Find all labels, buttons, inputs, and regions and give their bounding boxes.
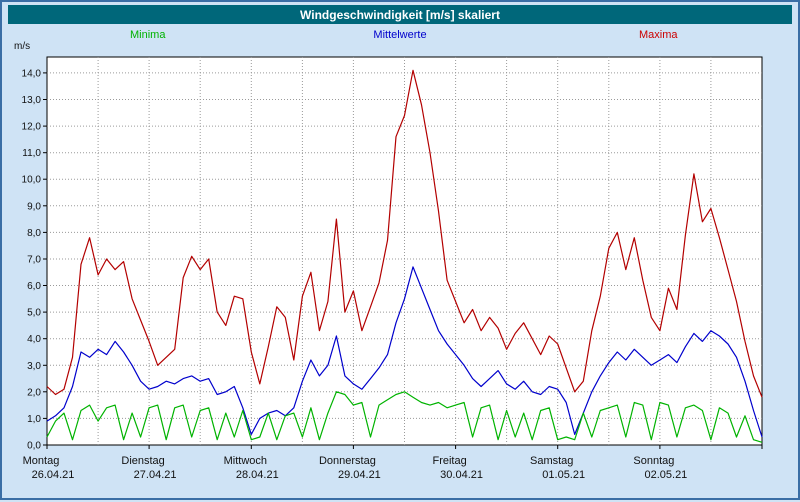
x-day-name-label: Donnerstag xyxy=(319,455,376,467)
legend-minima-label: Minima xyxy=(130,29,166,41)
y-tick-label: 8,0 xyxy=(27,228,41,239)
y-tick-label: 10,0 xyxy=(22,175,42,186)
y-tick-label: 7,0 xyxy=(27,255,41,266)
x-day-name-label: Dienstag xyxy=(121,455,164,467)
x-day-date-label: 27.04.21 xyxy=(134,469,177,481)
y-tick-label: 2,0 xyxy=(27,387,41,398)
x-day-date-label: 29.04.21 xyxy=(338,469,381,481)
x-day-name-label: Mittwoch xyxy=(224,455,267,467)
x-day-name-label: Sonntag xyxy=(633,455,674,467)
window-title-bar: Windgeschwindigkeit [m/s] skaliert xyxy=(8,5,792,24)
y-tick-label: 11,0 xyxy=(22,148,41,159)
y-tick-label: 5,0 xyxy=(27,308,41,319)
y-tick-label: 6,0 xyxy=(27,281,41,292)
y-tick-label: 1,0 xyxy=(27,414,41,425)
plot-area xyxy=(46,56,763,446)
window-title: Windgeschwindigkeit [m/s] skaliert xyxy=(300,7,500,22)
legend-maxima-label: Maxima xyxy=(639,29,678,41)
y-tick-label: 12,0 xyxy=(22,122,42,133)
x-day-name-label: Montag xyxy=(23,455,60,467)
series-mittelwerte-line xyxy=(46,266,763,438)
y-tick-label: 13,0 xyxy=(22,95,42,106)
x-day-date-label: 30.04.21 xyxy=(440,469,483,481)
series-maxima-line xyxy=(46,69,763,398)
y-tick-label: 0,0 xyxy=(27,441,41,452)
x-day-name-label: Samstag xyxy=(530,455,573,467)
y-tick-label: 9,0 xyxy=(27,201,41,212)
y-axis-unit-label: m/s xyxy=(14,41,30,52)
y-tick-label: 4,0 xyxy=(27,334,41,345)
x-day-date-label: 01.05.21 xyxy=(542,469,585,481)
x-day-name-label: Freitag xyxy=(432,455,466,467)
x-day-date-label: 28.04.21 xyxy=(236,469,279,481)
x-day-date-label: 02.05.21 xyxy=(644,469,687,481)
y-tick-label: 14,0 xyxy=(22,68,42,79)
y-tick-label: 3,0 xyxy=(27,361,41,372)
x-day-date-label: 26.04.21 xyxy=(32,469,75,481)
legend-mittelwerte-label: Mittelwerte xyxy=(373,29,427,41)
series-minima-line xyxy=(46,391,763,443)
